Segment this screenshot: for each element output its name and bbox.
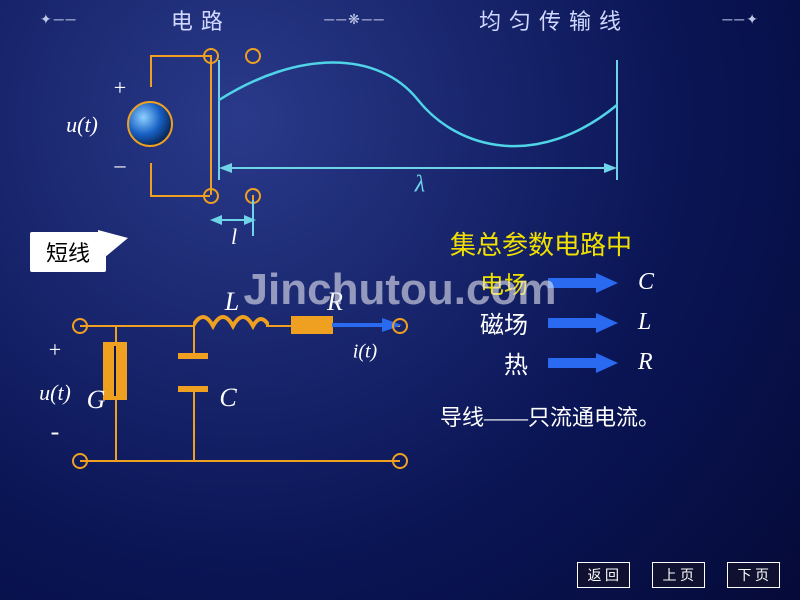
minus-label: –	[115, 152, 126, 178]
param-row-c: 电场 C	[480, 265, 654, 300]
l-label-2: L	[225, 287, 239, 317]
callout-tail-icon	[98, 230, 128, 263]
wire	[150, 55, 152, 87]
param-row-l: 磁场 L	[480, 305, 651, 340]
arrow-icon	[548, 313, 618, 333]
param-sym: C	[638, 269, 654, 296]
source-label: u(t)	[66, 112, 98, 138]
section-title: 集总参数电路中	[450, 225, 632, 262]
source-label-2: u(t)	[39, 380, 71, 406]
param-label: 磁场	[480, 305, 528, 340]
wire	[266, 325, 291, 327]
node	[392, 453, 408, 469]
wire	[115, 325, 117, 342]
header-right: 均匀传输线	[479, 4, 629, 36]
node	[392, 318, 408, 334]
param-sym: R	[638, 349, 653, 376]
arrow-icon	[548, 273, 618, 293]
conductance-icon	[103, 342, 127, 400]
wire	[80, 325, 193, 327]
capacitor-icon	[178, 353, 208, 359]
minus-label-2: -	[51, 417, 60, 447]
wire	[150, 163, 152, 196]
node	[72, 318, 88, 334]
node	[203, 48, 219, 64]
plus-label-2: +	[49, 337, 61, 363]
c-label: C	[219, 383, 236, 413]
node	[72, 453, 88, 469]
wire	[150, 195, 210, 197]
wire	[210, 55, 212, 195]
deco-left: ✦──	[40, 12, 78, 29]
deco-mid: ──❋──	[324, 12, 385, 29]
l-label: l	[231, 224, 237, 250]
current-label: i(t)	[353, 341, 377, 364]
plus-label: +	[114, 75, 126, 101]
shortline-callout: 短线	[30, 232, 106, 272]
g-label: G	[87, 385, 106, 415]
next-button[interactable]: 下 页	[727, 562, 781, 588]
wire	[193, 392, 195, 460]
r-label-2: R	[327, 287, 343, 317]
wire	[80, 460, 400, 462]
prev-button[interactable]: 上 页	[652, 562, 706, 588]
back-button[interactable]: 返 回	[577, 562, 631, 588]
voltage-source-icon	[126, 100, 174, 148]
header: ✦── 电路 ──❋── 均匀传输线 ──✦	[0, 8, 800, 32]
wire	[150, 55, 210, 57]
deco-right: ──✦	[722, 12, 760, 29]
arrow-icon	[548, 353, 618, 373]
param-sym: L	[638, 309, 651, 336]
param-label: 热	[504, 345, 528, 380]
footer-text: 导线——只流通电流。	[440, 400, 660, 432]
header-left: 电路	[171, 4, 231, 36]
param-label: 电场	[480, 265, 528, 300]
param-row-r: 热 R	[504, 345, 653, 380]
lambda-label: λ	[415, 172, 425, 199]
capacitor-icon	[178, 386, 208, 392]
resistor-icon	[291, 316, 333, 334]
wire	[115, 400, 117, 460]
